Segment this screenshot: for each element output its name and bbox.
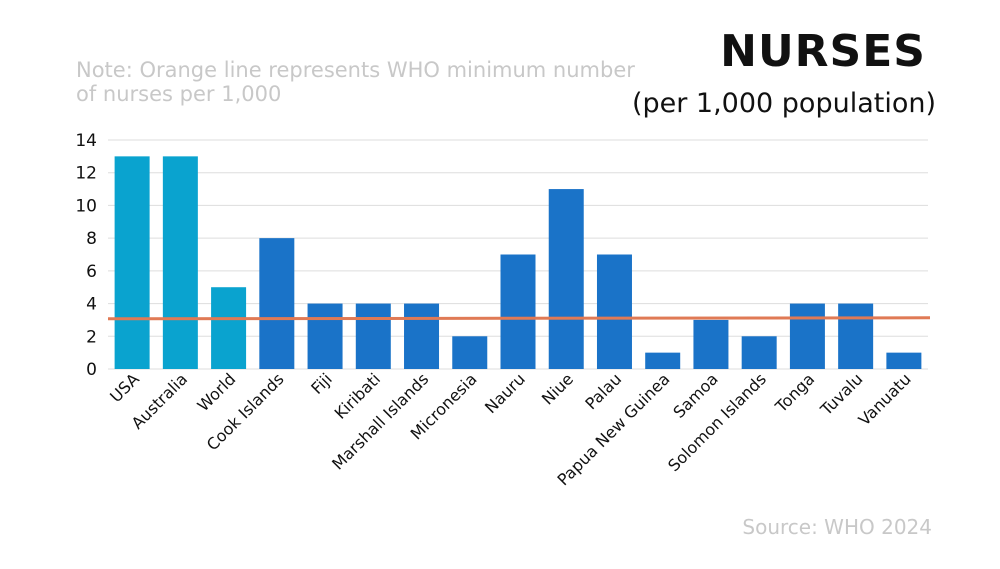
y-tick-label: 4 [86, 295, 97, 315]
reference-line [107, 316, 931, 321]
reference-line-layer [107, 316, 931, 321]
chart-subtitle: (per 1,000 population) [631, 88, 936, 119]
bars [114, 156, 922, 369]
y-tick-label: 0 [86, 360, 97, 380]
y-tick-label: 6 [86, 262, 97, 282]
y-tick-label: 14 [75, 131, 97, 151]
x-tick-label: Tonga [771, 369, 818, 416]
bar [886, 352, 922, 369]
bar [500, 254, 536, 369]
x-tick-label: Nauru [481, 369, 529, 417]
bar [452, 336, 488, 369]
chart-source: Source: WHO 2024 [742, 515, 932, 539]
chart-title: NURSES [720, 26, 926, 77]
x-tick-label: Niue [538, 369, 577, 408]
bar [741, 336, 777, 369]
bar [693, 319, 729, 369]
bar [162, 156, 198, 369]
x-tick-label: Palau [581, 369, 625, 413]
y-tick-label: 2 [86, 327, 97, 347]
bar [838, 303, 874, 369]
bar [789, 303, 825, 369]
x-tick-label: USA [106, 369, 143, 406]
bar [355, 303, 391, 369]
bar [211, 287, 247, 369]
bar [548, 189, 584, 369]
x-tick-label: Fiji [307, 369, 336, 398]
bar [114, 156, 150, 369]
x-tick-label: World [194, 369, 240, 415]
bar [596, 254, 632, 369]
y-axis-ticks: 0 2 4 6 8 10 12 14 [75, 131, 97, 380]
bar [307, 303, 343, 369]
y-tick-label: 8 [86, 229, 97, 249]
bar [404, 303, 440, 369]
y-tick-label: 12 [75, 164, 97, 184]
y-tick-label: 10 [75, 196, 97, 216]
bar [645, 352, 681, 369]
x-tick-label: Vanuatu [855, 369, 915, 429]
bar [259, 238, 295, 369]
chart-note: Note: Orange line represents WHO minimum… [76, 58, 635, 106]
